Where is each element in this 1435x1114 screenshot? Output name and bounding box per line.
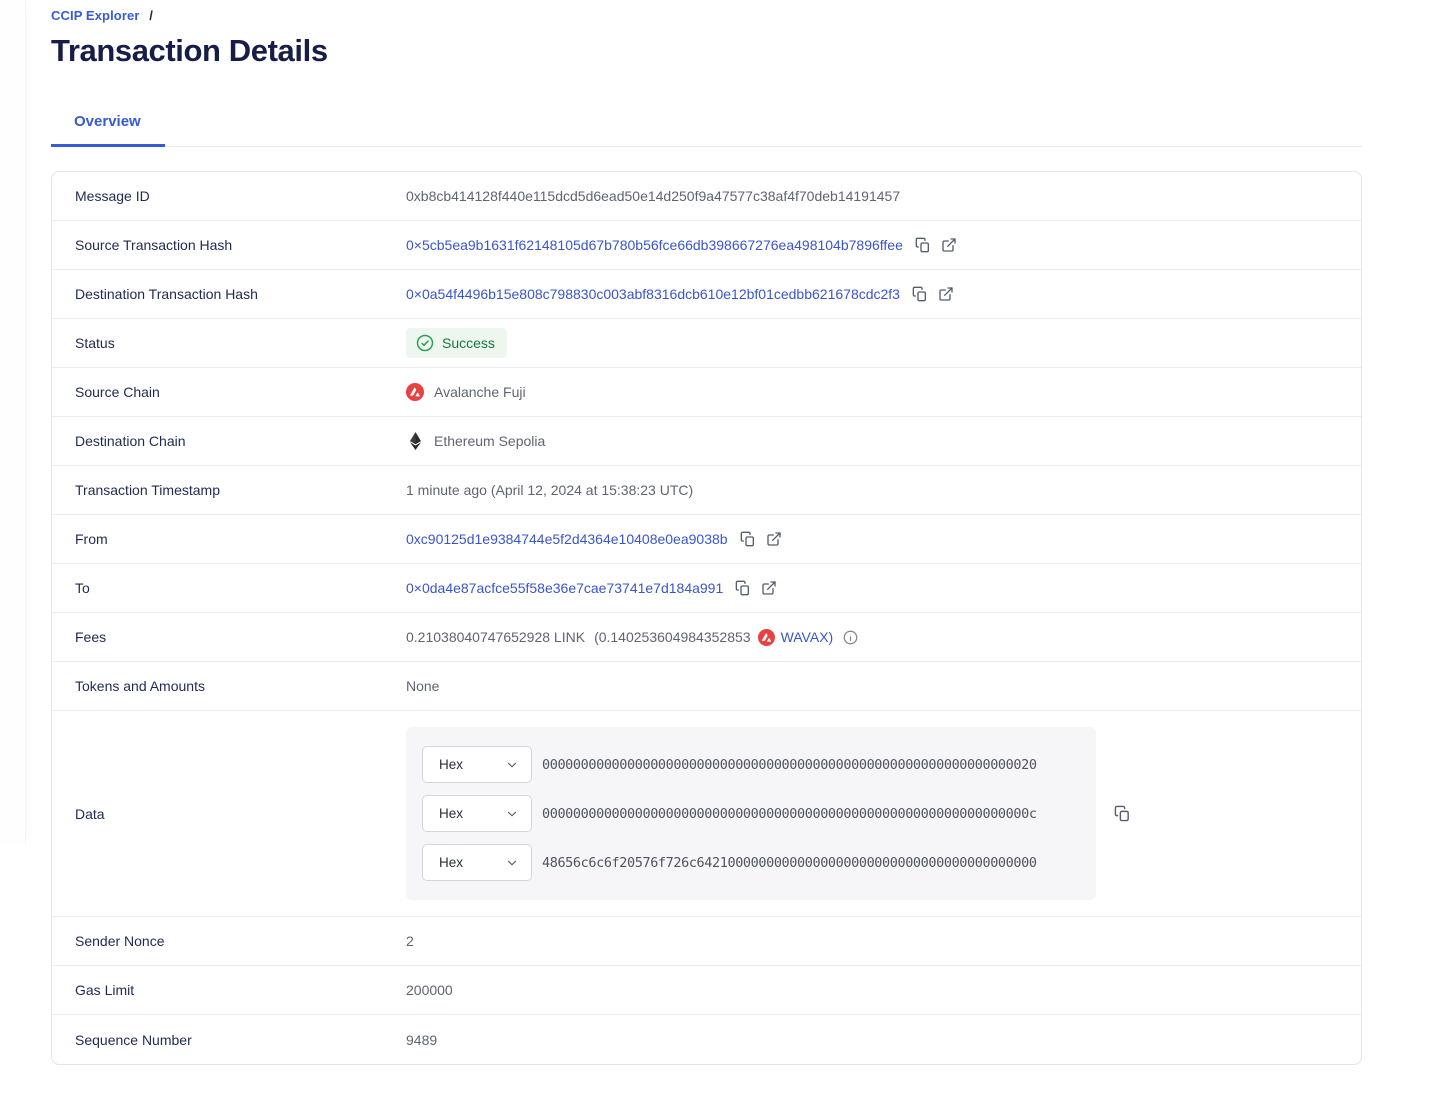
row-label: Gas Limit (75, 982, 135, 998)
data-hex-value: 0000000000000000000000000000000000000000… (542, 756, 1037, 773)
row-label: Data (75, 805, 105, 822)
external-link-icon[interactable] (938, 286, 954, 302)
row-status: Status Success (52, 319, 1361, 368)
data-hex-value: 0000000000000000000000000000000000000000… (542, 805, 1037, 822)
destination-chain-name: Ethereum Sepolia (434, 433, 546, 449)
destination-tx-hash-link[interactable]: 0×0a54f4496b15e808c798830c003abf8316dcb6… (406, 286, 900, 302)
transaction-details-page: CCIP Explorer / Transaction Details Over… (51, 8, 1362, 1065)
row-fees: Fees 0.21038040747652928 LINK (0.1402536… (52, 613, 1361, 662)
data-format-select[interactable]: Hex (422, 844, 532, 881)
status-badge: Success (406, 328, 507, 358)
gas-limit-value: 200000 (406, 982, 453, 998)
row-gas-limit: Gas Limit 200000 (52, 966, 1361, 1015)
status-badge-label: Success (442, 335, 495, 351)
tab-overview[interactable]: Overview (51, 113, 165, 147)
data-line: Hex 000000000000000000000000000000000000… (422, 746, 1080, 783)
to-address-link[interactable]: 0×0da4e87acfce55f58e36e7cae73741e7d184a9… (406, 580, 724, 596)
row-label: Message ID (75, 188, 150, 204)
row-destination-chain: Destination Chain Ethereum Sepolia (52, 417, 1361, 466)
wavax-token-link[interactable]: WAVAX) (780, 629, 834, 645)
data-format-select[interactable]: Hex (422, 795, 532, 832)
source-tx-hash-link[interactable]: 0×5cb5ea9b1631f62148105d67b780b56fce66db… (406, 237, 903, 253)
data-line: Hex 000000000000000000000000000000000000… (422, 795, 1080, 832)
copy-icon[interactable] (1114, 805, 1131, 822)
data-hex-value: 48656c6c6f20576f726c64210000000000000000… (542, 854, 1037, 871)
row-to: To 0×0da4e87acfce55f58e36e7cae73741e7d18… (52, 564, 1361, 613)
tokens-and-amounts-value: None (406, 678, 440, 694)
success-check-icon (416, 334, 434, 352)
copy-icon[interactable] (915, 237, 931, 253)
external-link-icon[interactable] (761, 580, 777, 596)
chevron-down-icon (505, 807, 519, 821)
row-label: Tokens and Amounts (75, 678, 205, 694)
wavax-token-icon (757, 628, 775, 646)
side-panel-edge (0, 0, 26, 845)
row-label: Destination Transaction Hash (75, 286, 258, 302)
avalanche-icon (406, 383, 424, 401)
source-chain-value: Avalanche Fuji (406, 383, 526, 401)
breadcrumb-separator: / (149, 8, 153, 23)
breadcrumb: CCIP Explorer / (51, 8, 1362, 23)
external-link-icon[interactable] (766, 531, 782, 547)
fees-native-amount: (0.140253604984352853 (594, 629, 751, 645)
row-message-id: Message ID 0xb8cb414128f440e115dcd5d6ead… (52, 172, 1361, 221)
chevron-down-icon (505, 856, 519, 870)
tab-bar: Overview (51, 113, 1362, 147)
copy-icon[interactable] (912, 286, 928, 302)
breadcrumb-link-ccip-explorer[interactable]: CCIP Explorer (51, 8, 140, 23)
details-table: Message ID 0xb8cb414128f440e115dcd5d6ead… (51, 171, 1362, 1065)
row-data: Data Hex 0000000000000000000000000000000… (52, 711, 1361, 917)
info-icon[interactable] (843, 630, 858, 645)
row-sequence-number: Sequence Number 9489 (52, 1015, 1361, 1064)
row-label: Transaction Timestamp (75, 482, 220, 498)
row-label: Sequence Number (75, 1031, 192, 1048)
message-id-value: 0xb8cb414128f440e115dcd5d6ead50e14d250f9… (406, 188, 901, 204)
row-from: From 0xc90125d1e9384744e5f2d4364e10408e0… (52, 515, 1361, 564)
page-title: Transaction Details (51, 33, 328, 68)
row-label: From (75, 531, 108, 547)
row-label: Destination Chain (75, 433, 186, 449)
data-line: Hex 48656c6c6f20576f726c6421000000000000… (422, 844, 1080, 881)
row-label: Fees (75, 629, 107, 645)
fees-link-amount: 0.21038040747652928 LINK (406, 629, 586, 645)
sender-nonce-value: 2 (406, 933, 414, 949)
from-address-link[interactable]: 0xc90125d1e9384744e5f2d4364e10408e0ea903… (406, 531, 728, 547)
copy-icon[interactable] (735, 580, 751, 596)
source-chain-name: Avalanche Fuji (434, 384, 526, 400)
row-destination-tx-hash: Destination Transaction Hash 0×0a54f4496… (52, 270, 1361, 319)
row-tokens-and-amounts: Tokens and Amounts None (52, 662, 1361, 711)
sequence-number-value: 9489 (406, 1031, 438, 1048)
row-label: To (75, 580, 90, 596)
destination-chain-value: Ethereum Sepolia (406, 432, 545, 450)
data-format-selected: Hex (439, 757, 464, 772)
row-label: Status (75, 335, 115, 351)
data-format-select[interactable]: Hex (422, 746, 532, 783)
data-format-selected: Hex (439, 806, 464, 821)
row-label: Source Chain (75, 384, 160, 400)
row-source-chain: Source Chain Avalanche Fuji (52, 368, 1361, 417)
row-label: Sender Nonce (75, 933, 165, 949)
copy-icon[interactable] (740, 531, 756, 547)
data-format-selected: Hex (439, 855, 464, 870)
ethereum-icon (406, 432, 424, 450)
row-source-tx-hash: Source Transaction Hash 0×5cb5ea9b1631f6… (52, 221, 1361, 270)
row-sender-nonce: Sender Nonce 2 (52, 917, 1361, 966)
transaction-timestamp-value: 1 minute ago (April 12, 2024 at 15:38:23… (406, 482, 694, 498)
data-hex-panel: Hex 000000000000000000000000000000000000… (406, 727, 1096, 900)
chevron-down-icon (505, 758, 519, 772)
external-link-icon[interactable] (941, 237, 957, 253)
row-transaction-timestamp: Transaction Timestamp 1 minute ago (Apri… (52, 466, 1361, 515)
row-label: Source Transaction Hash (75, 237, 233, 253)
